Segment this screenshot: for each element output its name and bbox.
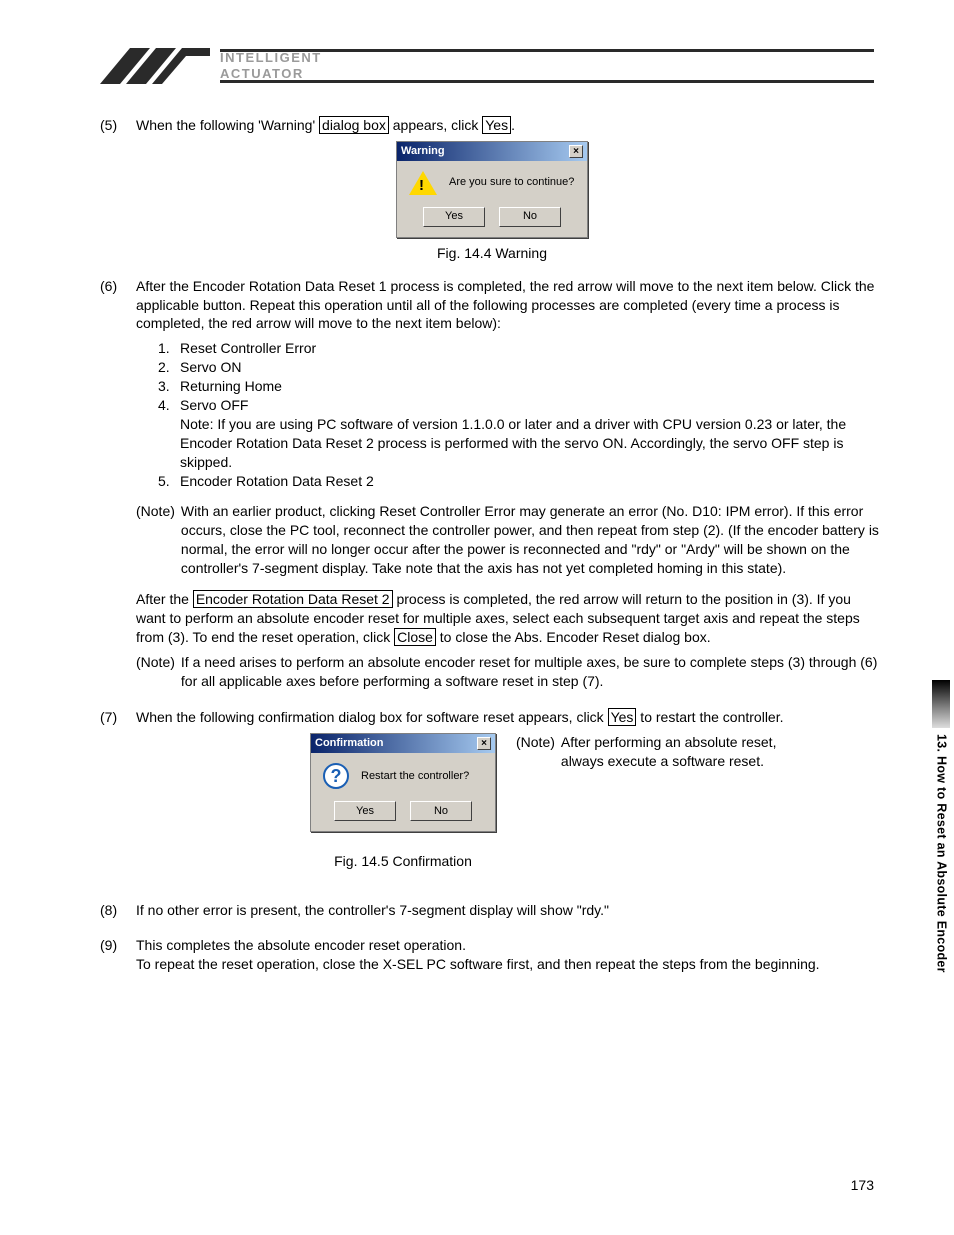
text: To repeat the reset operation, close the…	[136, 955, 884, 974]
text: to close the Abs. Encoder Reset dialog b…	[436, 629, 711, 645]
list-text: Encoder Rotation Data Reset 2	[180, 472, 374, 491]
after-paragraph: After the Encoder Rotation Data Reset 2 …	[136, 590, 884, 647]
step-body: When the following confirmation dialog b…	[136, 708, 884, 727]
yes-button[interactable]: Yes	[334, 801, 396, 821]
note-block: (Note) With an earlier product, clicking…	[136, 502, 884, 578]
figure-caption: Fig. 14.4 Warning	[100, 244, 884, 263]
note-label: (Note)	[136, 502, 181, 578]
warning-icon	[409, 171, 437, 195]
note-label: (Note)	[516, 733, 561, 771]
side-tab: 13. How to Reset an Absolute Encoder	[928, 680, 954, 973]
logo-mark-icon	[100, 48, 210, 84]
dialog-titlebar: Confirmation ×	[311, 734, 495, 753]
boxed-term: Encoder Rotation Data Reset 2	[193, 590, 393, 608]
text: appears, click	[389, 117, 482, 133]
list-text: Servo OFF	[180, 396, 248, 415]
dialog-buttons: Yes No	[311, 799, 495, 831]
text: .	[511, 117, 515, 133]
step-5: (5) When the following 'Warning' dialog …	[100, 116, 884, 135]
step-body: After the Encoder Rotation Data Reset 1 …	[136, 277, 884, 691]
list-text: Servo ON	[180, 358, 241, 377]
step-number: (8)	[100, 901, 136, 920]
step-number: (9)	[100, 936, 136, 974]
list-num: 1.	[158, 339, 180, 358]
header-rule: INTELLIGENT ACTUATOR	[220, 49, 874, 83]
note-text: If a need arises to perform an absolute …	[181, 653, 884, 691]
list-item: 3.Returning Home	[158, 377, 884, 396]
boxed-term: Close	[394, 628, 436, 646]
yes-button[interactable]: Yes	[423, 207, 485, 227]
step-9: (9) This completes the absolute encoder …	[100, 936, 884, 974]
dialog-body: Are you sure to continue?	[397, 161, 587, 205]
step-7: (7) When the following confirmation dial…	[100, 708, 884, 727]
note-text: After performing an absolute reset, alwa…	[561, 733, 816, 771]
step-number: (5)	[100, 116, 136, 135]
dialog-body: ? Restart the controller?	[311, 753, 495, 799]
list-text: Reset Controller Error	[180, 339, 316, 358]
step-8: (8) If no other error is present, the co…	[100, 901, 884, 920]
figure-caption: Fig. 14.5 Confirmation	[334, 852, 472, 871]
confirmation-dialog: Confirmation × ? Restart the controller?…	[310, 733, 496, 832]
question-icon: ?	[323, 763, 349, 789]
dialog-title: Confirmation	[315, 736, 383, 751]
text: When the following 'Warning'	[136, 117, 319, 133]
note-block: (Note) If a need arises to perform an ab…	[136, 653, 884, 691]
brand-line1: INTELLIGENT	[220, 50, 322, 66]
text: to restart the controller.	[636, 709, 783, 725]
note-text: With an earlier product, clicking Reset …	[181, 502, 884, 578]
confirmation-row: Confirmation × ? Restart the controller?…	[310, 733, 884, 871]
list-text: Returning Home	[180, 377, 282, 396]
list-num: 2.	[158, 358, 180, 377]
dialog-message: Are you sure to continue?	[449, 175, 574, 190]
step-body: When the following 'Warning' dialog box …	[136, 116, 884, 135]
brand-logo	[100, 48, 210, 84]
boxed-term: Yes	[482, 116, 511, 134]
item-note: Note: If you are using PC software of ve…	[180, 415, 884, 472]
side-tab-label: 13. How to Reset an Absolute Encoder	[933, 734, 950, 973]
list-item: 2.Servo ON	[158, 358, 884, 377]
dialog-titlebar: Warning ×	[397, 142, 587, 161]
text: After the Encoder Rotation Data Reset 1 …	[136, 277, 884, 334]
confirmation-column: Confirmation × ? Restart the controller?…	[310, 733, 496, 871]
text: When the following confirmation dialog b…	[136, 709, 608, 725]
sub-list: 1.Reset Controller Error 2.Servo ON 3.Re…	[158, 339, 884, 490]
side-gradient-icon	[932, 680, 950, 728]
close-icon[interactable]: ×	[569, 145, 583, 158]
text: After the	[136, 591, 193, 607]
list-num: 3.	[158, 377, 180, 396]
boxed-term: dialog box	[319, 116, 389, 134]
list-num: 4.	[158, 396, 180, 415]
dialog-message: Restart the controller?	[361, 769, 469, 784]
step-body: This completes the absolute encoder rese…	[136, 936, 884, 974]
dialog-buttons: Yes No	[397, 205, 587, 237]
no-button[interactable]: No	[410, 801, 472, 821]
step-6: (6) After the Encoder Rotation Data Rese…	[100, 277, 884, 691]
text: This completes the absolute encoder rese…	[136, 936, 884, 955]
warning-dialog: Warning × Are you sure to continue? Yes …	[396, 141, 588, 238]
brand-line2: ACTUATOR	[220, 66, 322, 82]
list-item: 1.Reset Controller Error	[158, 339, 884, 358]
note-label: (Note)	[136, 653, 181, 691]
list-num: 5.	[158, 472, 180, 491]
boxed-term: Yes	[608, 708, 637, 726]
step-number: (6)	[100, 277, 136, 691]
step-number: (7)	[100, 708, 136, 727]
no-button[interactable]: No	[499, 207, 561, 227]
brand-text: INTELLIGENT ACTUATOR	[220, 50, 322, 81]
step-body: If no other error is present, the contro…	[136, 901, 884, 920]
list-item: 5.Encoder Rotation Data Reset 2	[158, 472, 884, 491]
side-note: (Note) After performing an absolute rese…	[516, 733, 816, 771]
page-number: 173	[851, 1176, 874, 1195]
close-icon[interactable]: ×	[477, 737, 491, 750]
dialog-title: Warning	[401, 144, 445, 159]
list-item: 4.Servo OFF	[158, 396, 884, 415]
page-header: INTELLIGENT ACTUATOR	[100, 48, 884, 84]
warning-dialog-wrap: Warning × Are you sure to continue? Yes …	[100, 141, 884, 238]
